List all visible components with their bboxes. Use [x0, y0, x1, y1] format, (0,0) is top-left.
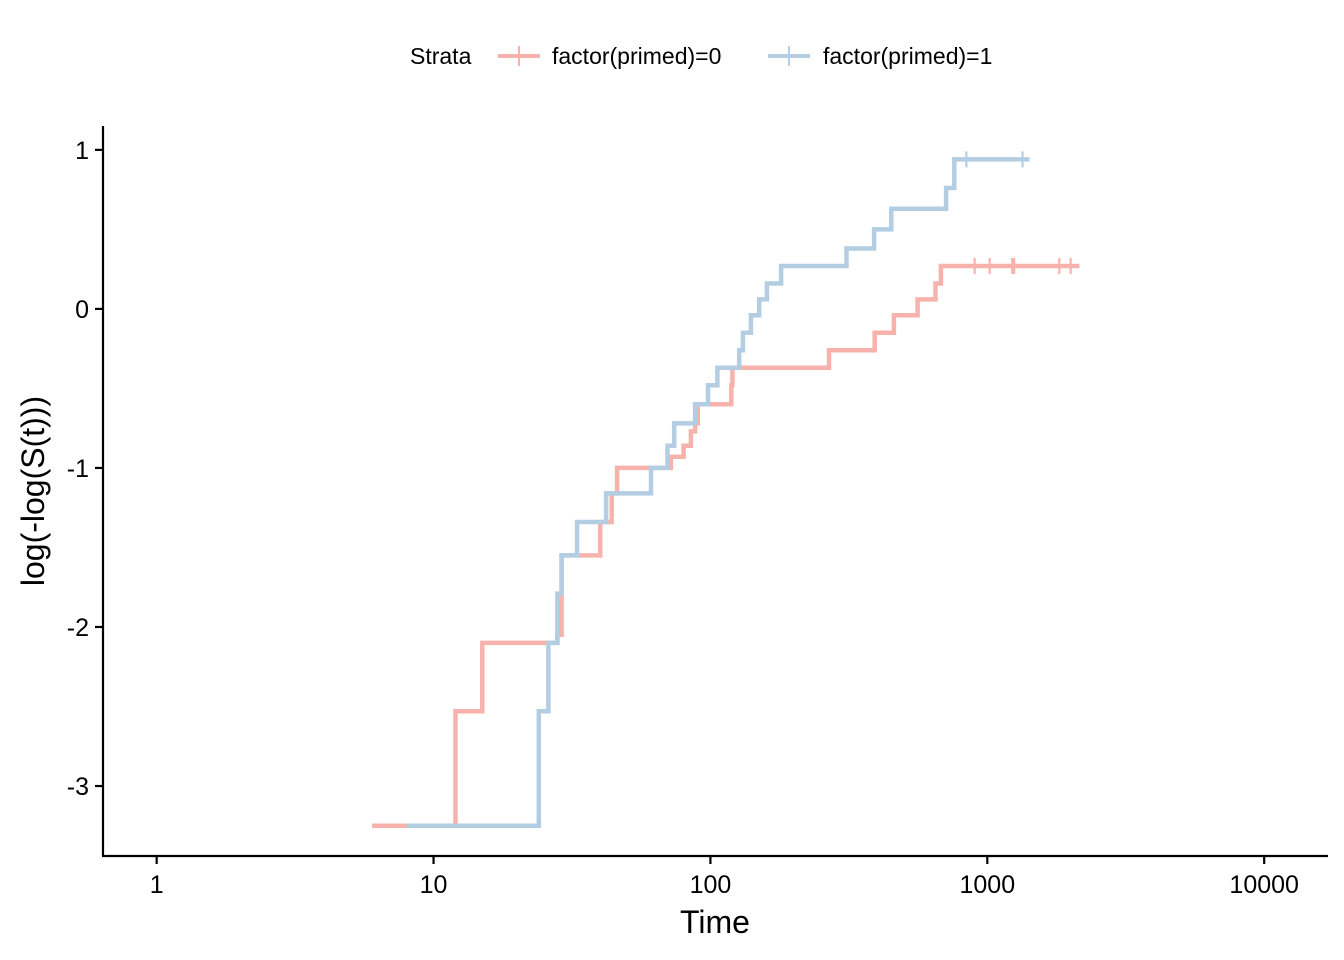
legend: Strata factor(primed)=0 factor(primed)=1	[410, 43, 992, 69]
x-tick-label: 1000	[959, 871, 1015, 899]
series-line-0	[372, 263, 1080, 829]
legend-label-1: factor(primed)=1	[823, 43, 992, 69]
x-tick-label: 10000	[1229, 871, 1299, 899]
legend-title: Strata	[410, 43, 472, 69]
x-axis-title: Time	[680, 904, 750, 940]
plot-area: 10-1-2-3 1 10 100 1000 10000	[67, 126, 1328, 899]
y-axis-ticks: 1 0 -1 -2 -3	[67, 137, 103, 801]
y-tick-label: -2	[67, 614, 89, 642]
y-axis-title: log(-log(S(t)))	[15, 396, 51, 586]
legend-key-1	[768, 46, 810, 66]
x-axis-ticks: 1 10 100 1000 10000	[150, 856, 1299, 899]
legend-key-0	[498, 46, 540, 66]
x-tick-label: 10	[420, 871, 448, 899]
series-line-1	[406, 157, 1030, 829]
x-tick-label: 100	[690, 871, 732, 899]
y-tick-label: -1	[67, 455, 89, 483]
y-tick-label: -3	[67, 773, 89, 801]
legend-label-0: factor(primed)=0	[552, 43, 721, 69]
series-layer	[372, 151, 1080, 829]
y-tick-label: 1	[75, 137, 89, 165]
y-tick-label: 0	[75, 296, 89, 324]
x-tick-label: 1	[150, 871, 164, 899]
